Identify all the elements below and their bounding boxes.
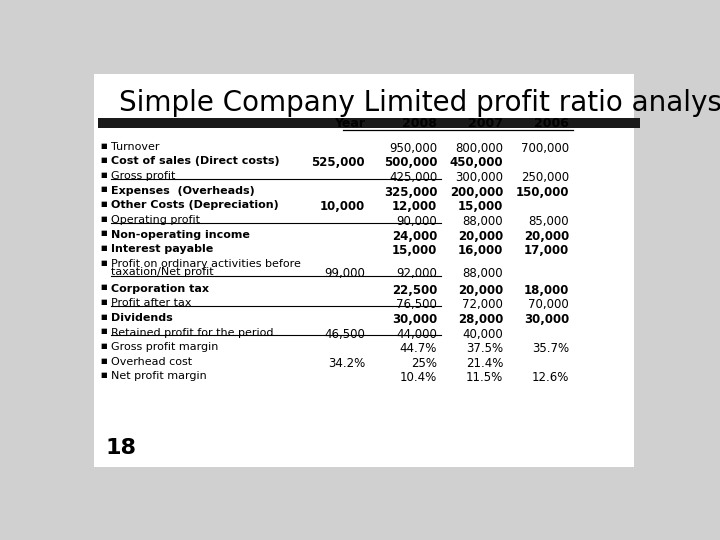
Text: 18,000: 18,000 — [523, 284, 569, 296]
Text: taxation/Net profit: taxation/Net profit — [111, 267, 214, 278]
Text: Non-operating income: Non-operating income — [111, 230, 250, 240]
Text: Gross profit margin: Gross profit margin — [111, 342, 218, 352]
Text: 15,000: 15,000 — [458, 200, 503, 213]
Text: 16,000: 16,000 — [458, 244, 503, 257]
Text: Expenses  (Overheads): Expenses (Overheads) — [111, 186, 255, 195]
Text: ■: ■ — [101, 215, 107, 222]
Text: 46,500: 46,500 — [324, 328, 365, 341]
Text: 10,000: 10,000 — [320, 200, 365, 213]
Text: ■: ■ — [101, 201, 107, 207]
Text: Simple Company Limited profit ratio analysis: Simple Company Limited profit ratio anal… — [120, 90, 720, 117]
Text: 70,000: 70,000 — [528, 298, 569, 312]
Text: 12.6%: 12.6% — [531, 372, 569, 384]
Text: 34.2%: 34.2% — [328, 357, 365, 370]
Text: Operating profit: Operating profit — [111, 215, 200, 225]
Text: Gross profit: Gross profit — [111, 171, 175, 181]
Text: 18: 18 — [106, 437, 137, 457]
Text: 76,500: 76,500 — [396, 298, 437, 312]
Text: Overhead cost: Overhead cost — [111, 357, 192, 367]
Text: 450,000: 450,000 — [449, 157, 503, 170]
Text: 150,000: 150,000 — [516, 186, 569, 199]
Text: Net profit margin: Net profit margin — [111, 372, 207, 381]
Text: 12,000: 12,000 — [392, 200, 437, 213]
Text: 25%: 25% — [411, 357, 437, 370]
Text: ■: ■ — [101, 285, 107, 291]
Text: 15,000: 15,000 — [392, 244, 437, 257]
Text: ■: ■ — [101, 245, 107, 251]
Text: 28,000: 28,000 — [458, 313, 503, 326]
Text: 30,000: 30,000 — [392, 313, 437, 326]
Text: 22,500: 22,500 — [392, 284, 437, 296]
Text: 525,000: 525,000 — [312, 157, 365, 170]
Text: ■: ■ — [101, 157, 107, 163]
Text: 425,000: 425,000 — [389, 171, 437, 184]
Text: 325,000: 325,000 — [384, 186, 437, 199]
Text: 20,000: 20,000 — [523, 230, 569, 242]
Text: 44,000: 44,000 — [396, 328, 437, 341]
Text: Cost of sales (Direct costs): Cost of sales (Direct costs) — [111, 157, 279, 166]
Text: 24,000: 24,000 — [392, 230, 437, 242]
Text: 30,000: 30,000 — [523, 313, 569, 326]
Text: 88,000: 88,000 — [462, 215, 503, 228]
Text: ■: ■ — [101, 260, 107, 266]
Text: ■: ■ — [101, 172, 107, 178]
Text: 2006: 2006 — [534, 117, 569, 130]
Text: 92,000: 92,000 — [396, 267, 437, 280]
Text: 40,000: 40,000 — [462, 328, 503, 341]
Text: 500,000: 500,000 — [384, 157, 437, 170]
Text: Dividends: Dividends — [111, 313, 173, 323]
Text: 88,000: 88,000 — [462, 267, 503, 280]
Text: Corporation tax: Corporation tax — [111, 284, 209, 294]
Text: 44.7%: 44.7% — [400, 342, 437, 355]
Text: 20,000: 20,000 — [458, 230, 503, 242]
Text: ■: ■ — [101, 343, 107, 349]
Text: Profit on ordinary activities before: Profit on ordinary activities before — [111, 259, 301, 269]
Text: ■: ■ — [101, 314, 107, 320]
Text: 85,000: 85,000 — [528, 215, 569, 228]
Text: Turnover: Turnover — [111, 142, 159, 152]
Text: 200,000: 200,000 — [450, 186, 503, 199]
Text: 37.5%: 37.5% — [466, 342, 503, 355]
Text: Interest payable: Interest payable — [111, 244, 213, 254]
Text: 35.7%: 35.7% — [532, 342, 569, 355]
Text: Profit after tax: Profit after tax — [111, 298, 192, 308]
Text: 11.5%: 11.5% — [466, 372, 503, 384]
Text: 300,000: 300,000 — [455, 171, 503, 184]
Text: Retained profit for the period: Retained profit for the period — [111, 328, 274, 338]
Text: ■: ■ — [101, 372, 107, 378]
Text: Year: Year — [334, 117, 365, 130]
Text: 72,000: 72,000 — [462, 298, 503, 312]
Text: ■: ■ — [101, 357, 107, 363]
Text: 700,000: 700,000 — [521, 142, 569, 155]
Text: ■: ■ — [101, 231, 107, 237]
Text: ■: ■ — [101, 299, 107, 305]
Text: Other Costs (Depreciation): Other Costs (Depreciation) — [111, 200, 279, 210]
Text: 10.4%: 10.4% — [400, 372, 437, 384]
Text: 90,000: 90,000 — [397, 215, 437, 228]
Text: 800,000: 800,000 — [455, 142, 503, 155]
Text: ■: ■ — [101, 328, 107, 334]
Text: 2007: 2007 — [468, 117, 503, 130]
Text: 250,000: 250,000 — [521, 171, 569, 184]
Text: 17,000: 17,000 — [523, 244, 569, 257]
Text: 2008: 2008 — [402, 117, 437, 130]
Text: 99,000: 99,000 — [324, 267, 365, 280]
Text: ■: ■ — [101, 186, 107, 192]
Text: 21.4%: 21.4% — [466, 357, 503, 370]
Text: 950,000: 950,000 — [389, 142, 437, 155]
Bar — [98, 118, 640, 128]
Text: ■: ■ — [101, 143, 107, 148]
Text: 20,000: 20,000 — [458, 284, 503, 296]
